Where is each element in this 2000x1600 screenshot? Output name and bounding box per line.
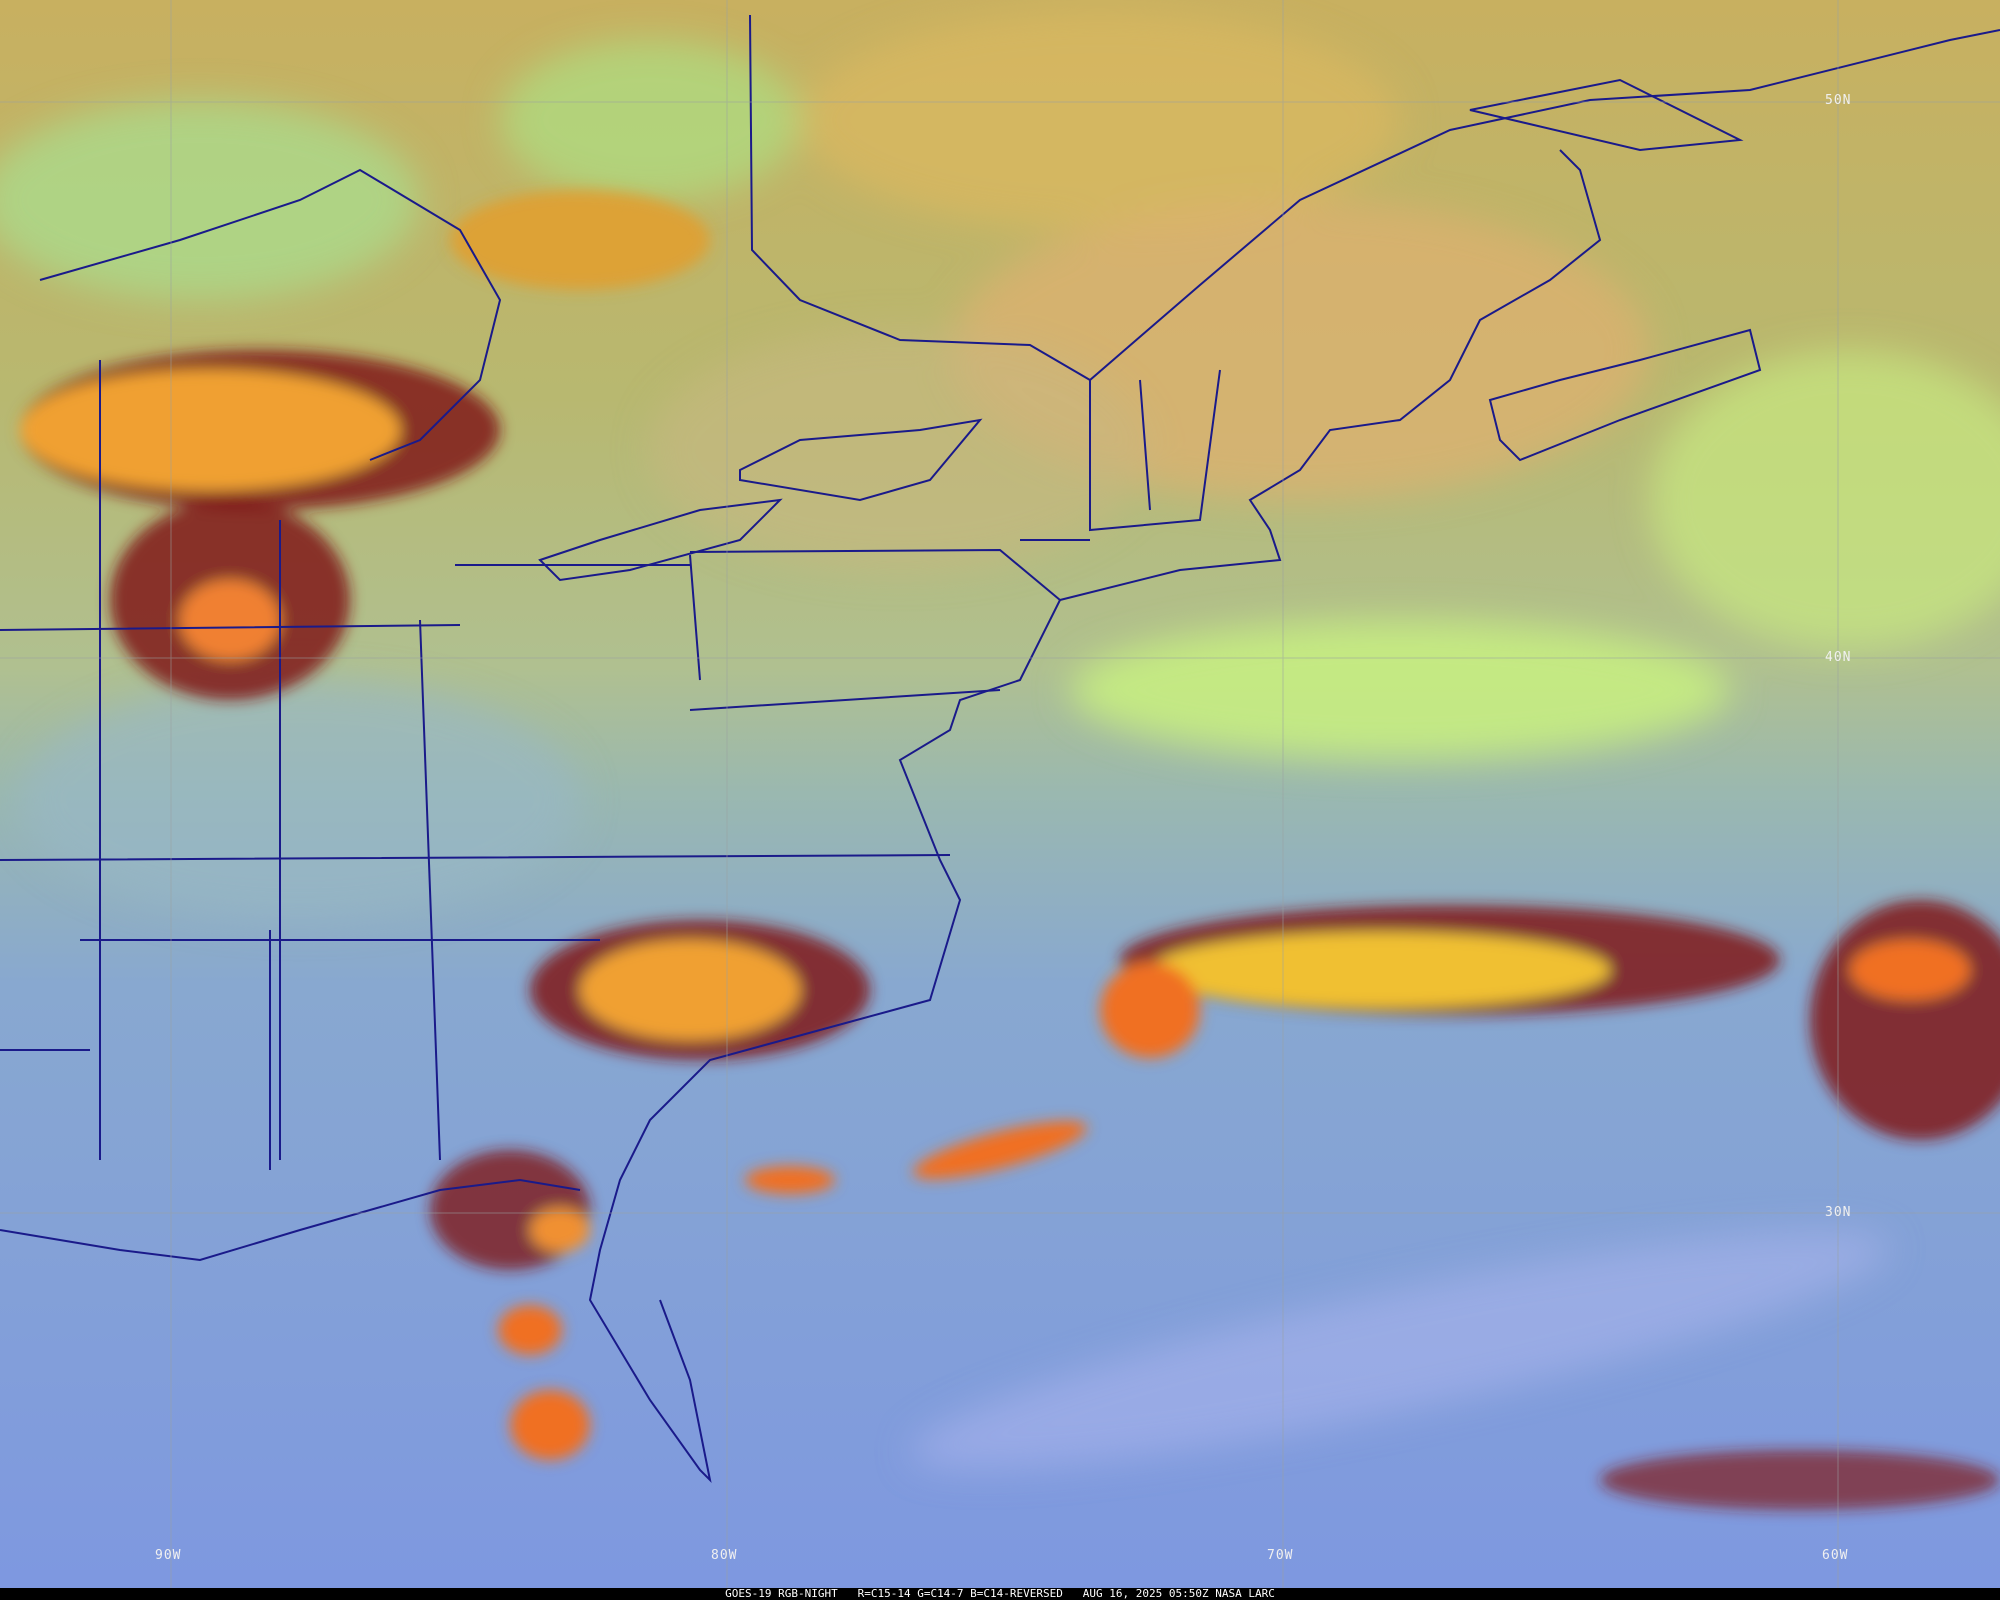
image-caption-bar: GOES-19 RGB-NIGHT R=C15-14 G=C14-7 B=C14… <box>0 1588 2000 1600</box>
lon-label-90w: 90W <box>155 1548 182 1563</box>
lat-label-50n: 50N <box>1825 93 1852 108</box>
lon-label-60w: 60W <box>1822 1548 1849 1563</box>
lat-label-30n: 30N <box>1825 1205 1852 1220</box>
caption-credit: NASA LARC <box>1215 1587 1275 1600</box>
caption-channels: R=C15-14 G=C14-7 B=C14-REVERSED <box>857 1587 1063 1600</box>
caption-timestamp: AUG 16, 2025 05:50Z <box>1082 1587 1209 1600</box>
lon-label-70w: 70W <box>1267 1548 1294 1563</box>
caption-satellite: GOES-19 RGB-NIGHT <box>725 1587 838 1600</box>
convective-storms <box>20 190 2000 1510</box>
lat-label-40n: 40N <box>1825 650 1852 665</box>
coastlines-and-borders <box>0 14 2000 1484</box>
lon-label-80w: 80W <box>711 1548 738 1563</box>
cloud-fields <box>0 10 2000 1470</box>
